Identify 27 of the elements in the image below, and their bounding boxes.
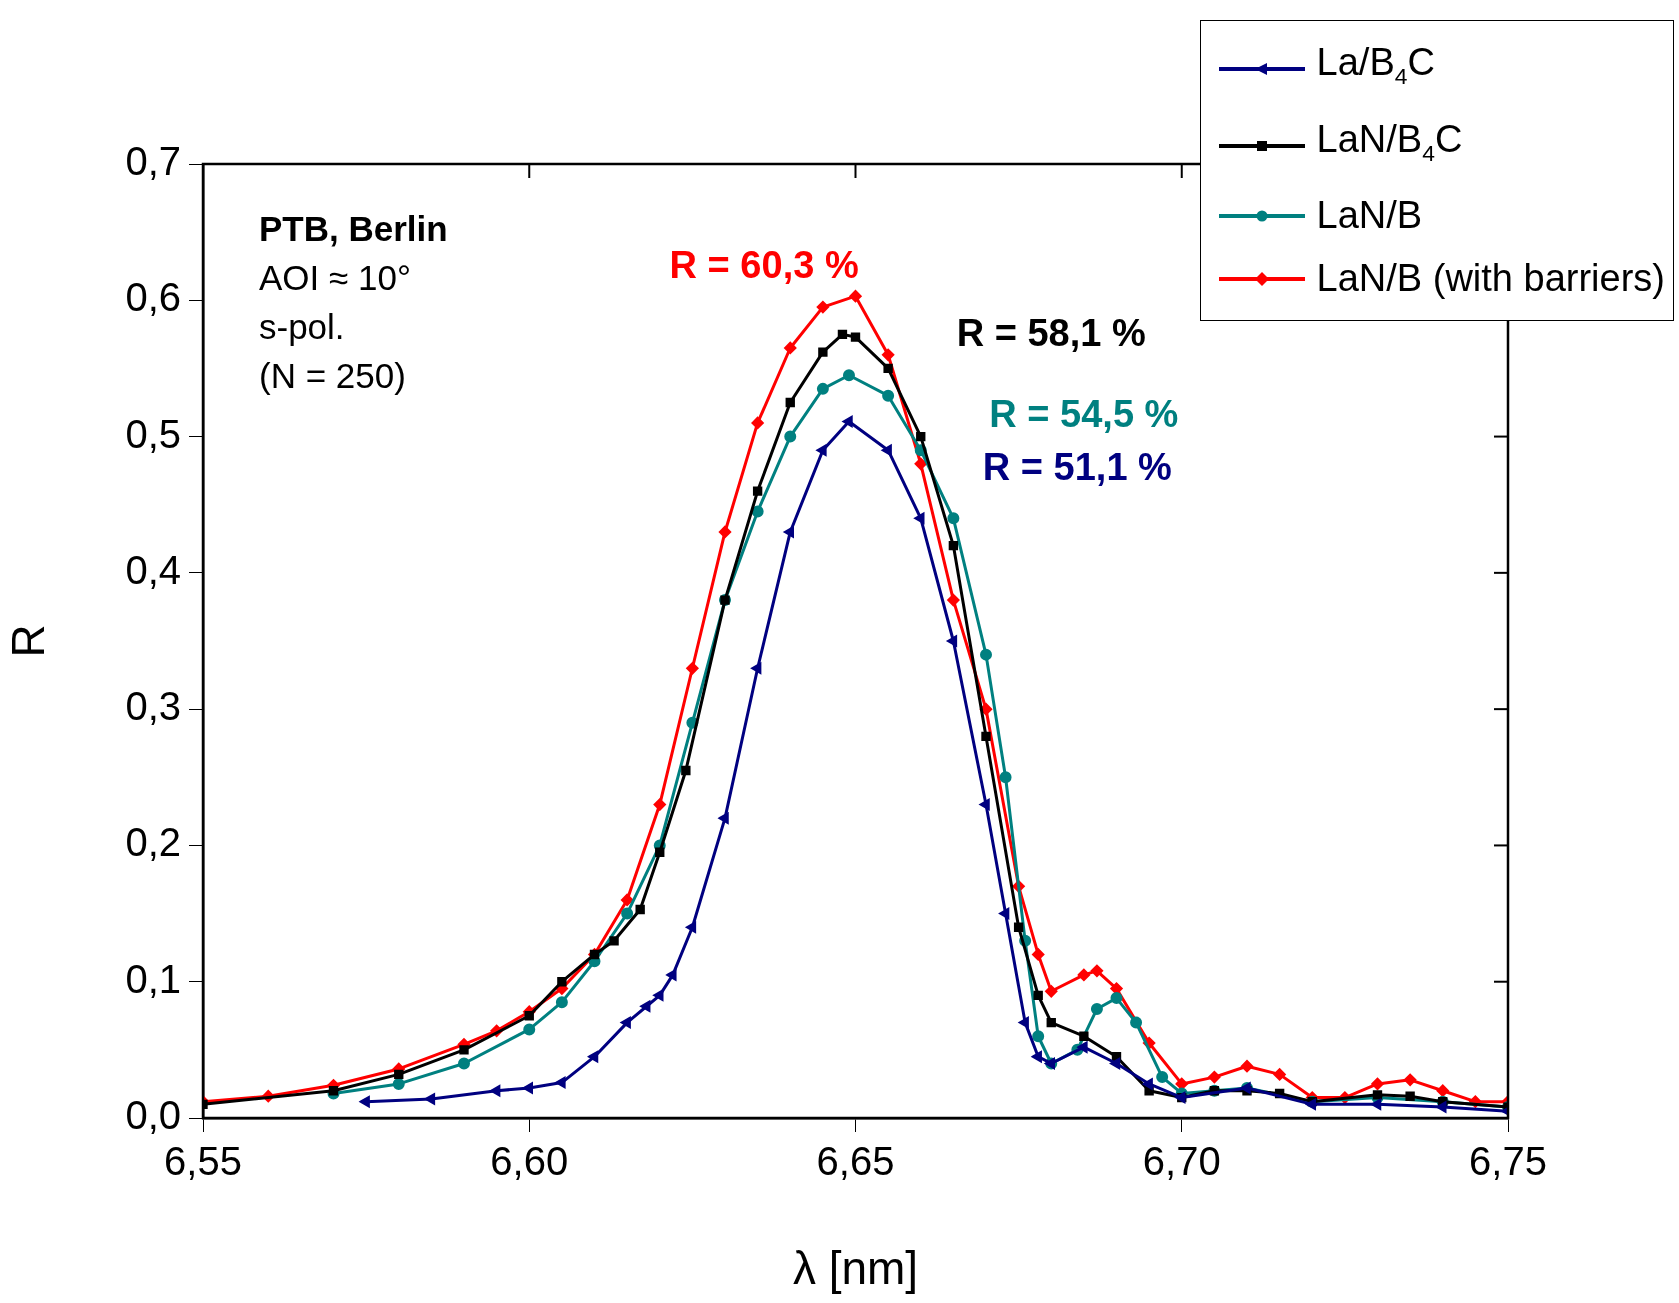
annotation: (N = 250) [259, 355, 407, 397]
x-tick-label: 6,70 [1142, 1139, 1221, 1184]
y-tick-label: 0,7 [125, 139, 181, 184]
x-tick-label: 6,65 [816, 1139, 895, 1184]
legend-label: LaN/B (with barriers) [1316, 256, 1665, 302]
annotation: PTB, Berlin [259, 208, 448, 250]
y-tick-label: 0,2 [125, 820, 181, 865]
annotation: R = 51,1 % [982, 445, 1172, 488]
y-tick-label: 0,5 [125, 411, 181, 456]
x-tick-label: 6,55 [164, 1139, 242, 1184]
annotation: s-pol. [259, 306, 346, 348]
annotation: R = 58,1 % [956, 312, 1146, 355]
y-tick-label: 0,6 [125, 275, 181, 320]
x-tick-label: 6,60 [490, 1139, 569, 1184]
y-tick-label: 0,0 [125, 1093, 181, 1138]
annotation: R = 60,3 % [669, 243, 859, 286]
legend-label: LaN/B [1316, 193, 1423, 239]
legend-label: La/B$_{4}$C [1316, 40, 1435, 91]
y-axis-title: R [2, 624, 55, 658]
annotation: R = 54,5 % [989, 393, 1179, 436]
x-axis-title: λ [nm] [792, 1242, 919, 1295]
y-tick-label: 0,3 [125, 684, 181, 729]
annotation: AOI ≈ 10° [259, 257, 412, 299]
x-tick-label: 6,75 [1469, 1139, 1547, 1184]
legend-label: LaN/B$_{4}$C [1316, 116, 1463, 168]
y-tick-label: 0,4 [125, 547, 181, 592]
y-tick-label: 0,1 [125, 956, 181, 1001]
